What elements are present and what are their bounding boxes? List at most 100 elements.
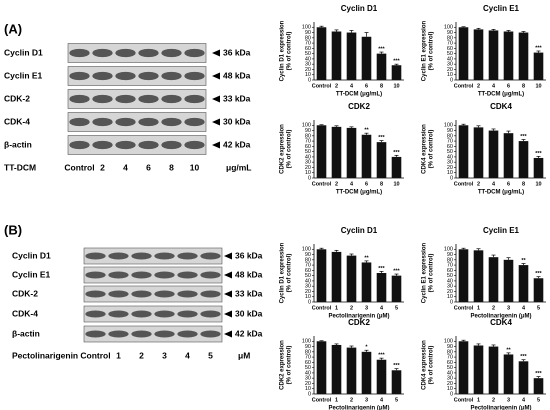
y-tick-label: 80 bbox=[305, 349, 311, 355]
y-axis-label: (% of control) bbox=[429, 130, 435, 169]
significance-label: ** bbox=[506, 347, 511, 353]
x-tick-label: 2 bbox=[492, 305, 495, 311]
y-tick-label: 50 bbox=[305, 149, 311, 155]
bar bbox=[331, 251, 342, 302]
y-tick-label: 10 bbox=[305, 386, 311, 392]
y-tick-label: 90 bbox=[305, 252, 311, 258]
y-axis-label: Cyclin E1 expression bbox=[422, 20, 428, 81]
bar bbox=[316, 27, 327, 80]
y-tick-label: 70 bbox=[305, 139, 311, 145]
y-tick-label: 80 bbox=[447, 349, 453, 355]
y-tick-label: 30 bbox=[305, 376, 311, 382]
y-tick-label: 90 bbox=[447, 128, 453, 134]
bar bbox=[376, 273, 387, 302]
arrow bbox=[212, 118, 220, 126]
y-tick-label: 100 bbox=[444, 25, 453, 31]
x-tick-label: 1 bbox=[335, 305, 338, 311]
bar bbox=[391, 156, 402, 178]
y-tick-label: 90 bbox=[447, 252, 453, 258]
x-tick-label: Control bbox=[454, 397, 474, 403]
x-tick-label: 1 bbox=[477, 397, 480, 403]
y-tick-label: 100 bbox=[444, 247, 453, 253]
y-axis-label: Cyclin D1 expression bbox=[280, 20, 286, 81]
x-tick-label: 4 bbox=[350, 83, 354, 89]
x-axis-label: Pectolinarigenin (μM) bbox=[328, 314, 389, 320]
blot-band bbox=[138, 71, 159, 81]
x-axis-label: Pectolinarigenin (μM) bbox=[470, 314, 531, 320]
blot-band bbox=[184, 48, 205, 58]
y-tick-label: 40 bbox=[305, 370, 311, 376]
bar bbox=[331, 31, 342, 80]
y-tick-label: 40 bbox=[305, 56, 311, 62]
significance-label: *** bbox=[520, 354, 527, 360]
x-tick-label: 4 bbox=[350, 181, 354, 187]
lane-label: Control bbox=[80, 350, 110, 360]
x-tick-label: Control bbox=[454, 83, 474, 89]
y-tick-label: 70 bbox=[447, 263, 453, 269]
bar bbox=[316, 249, 327, 302]
x-axis-label: Pectolinarigenin (μM) bbox=[470, 406, 531, 410]
bar bbox=[361, 134, 372, 178]
x-tick-label: 4 bbox=[380, 305, 384, 311]
y-tick-label: 20 bbox=[447, 165, 453, 171]
x-tick-label: 2 bbox=[492, 397, 495, 403]
bar bbox=[488, 346, 499, 394]
y-tick-label: 50 bbox=[447, 365, 453, 371]
y-tick-label: 70 bbox=[447, 355, 453, 361]
y-axis-label: (% of control) bbox=[287, 130, 293, 169]
blot-band bbox=[85, 310, 106, 318]
blot-band bbox=[184, 94, 205, 104]
bar bbox=[331, 126, 342, 178]
arrow bbox=[212, 95, 220, 103]
bar bbox=[346, 255, 357, 302]
size-label: 48 kDa bbox=[235, 269, 263, 279]
y-axis-label: (% of control) bbox=[287, 346, 293, 385]
bar bbox=[376, 53, 387, 80]
blot-band bbox=[131, 252, 152, 260]
blot-band bbox=[138, 117, 159, 127]
blot-band bbox=[177, 310, 198, 318]
size-label: 48 kDa bbox=[223, 70, 251, 80]
size-label: 42 kDa bbox=[223, 139, 251, 149]
blot-band bbox=[115, 117, 136, 127]
bar bbox=[376, 359, 387, 394]
arrow bbox=[212, 72, 220, 80]
protein-label: Cyclin D1 bbox=[4, 47, 43, 57]
blot-band bbox=[138, 140, 159, 150]
y-tick-label: 100 bbox=[302, 123, 311, 129]
blot-band bbox=[138, 94, 159, 104]
y-tick-label: 0 bbox=[450, 175, 453, 181]
bar bbox=[473, 29, 484, 80]
treatment-label: TT-DCM bbox=[4, 162, 36, 172]
protein-label: CDK-2 bbox=[4, 93, 30, 103]
y-tick-label: 80 bbox=[447, 35, 453, 41]
y-tick-label: 30 bbox=[447, 376, 453, 382]
y-tick-label: 30 bbox=[447, 284, 453, 290]
bar bbox=[376, 142, 387, 178]
bar bbox=[458, 27, 469, 80]
blot-band bbox=[154, 271, 175, 279]
bar bbox=[533, 157, 544, 178]
significance-label: ** bbox=[521, 258, 526, 264]
blot-strip bbox=[83, 325, 223, 343]
x-axis-label: TT-DCM (μg/mL) bbox=[478, 92, 524, 98]
blot-band bbox=[85, 290, 106, 298]
blot-band bbox=[200, 290, 221, 298]
size-label: 36 kDa bbox=[235, 250, 263, 260]
blot-band bbox=[69, 140, 90, 150]
lane-label: 5 bbox=[208, 350, 213, 360]
x-tick-label: 10 bbox=[535, 83, 541, 89]
y-tick-label: 50 bbox=[305, 51, 311, 57]
unit-label: μg/mL bbox=[226, 162, 252, 172]
x-tick-label: 1 bbox=[477, 305, 480, 311]
significance-label: *** bbox=[378, 353, 385, 359]
x-tick-label: 4 bbox=[380, 397, 384, 403]
bar bbox=[473, 250, 484, 302]
blot-strip bbox=[67, 66, 207, 86]
x-tick-label: 2 bbox=[350, 305, 353, 311]
y-tick-label: 20 bbox=[447, 289, 453, 295]
y-tick-label: 10 bbox=[447, 386, 453, 392]
x-tick-label: 2 bbox=[477, 181, 480, 187]
blot-band bbox=[131, 290, 152, 298]
lane-label: 2 bbox=[100, 162, 105, 172]
